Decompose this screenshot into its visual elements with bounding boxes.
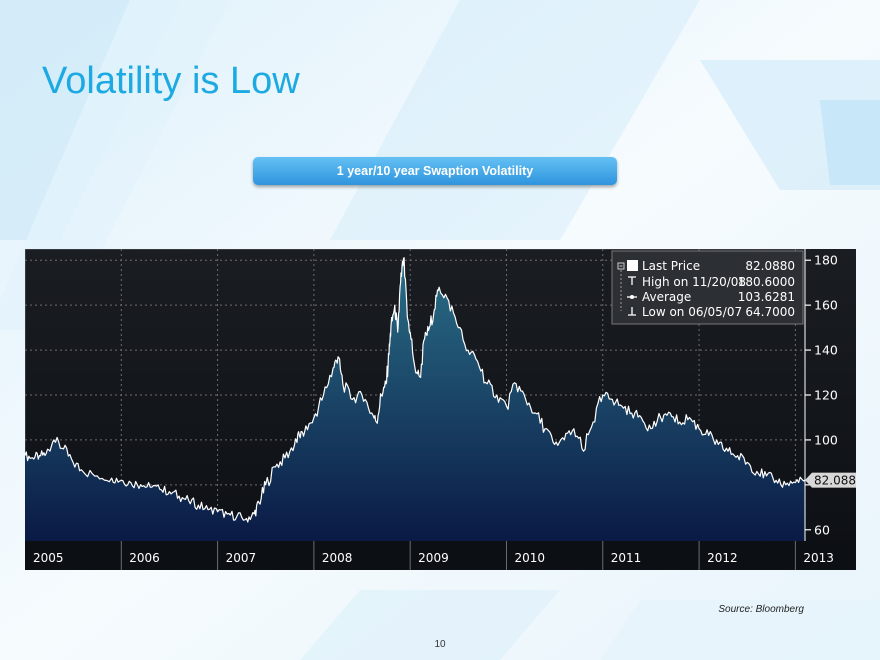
legend-label-last-price: Last Price: [642, 259, 700, 273]
x-tick-label: 2010: [514, 551, 545, 565]
legend-marker-high: [628, 276, 636, 285]
legend-marker-last-price: [627, 260, 638, 271]
y-tick-label: 160: [814, 298, 838, 313]
last-value-arrow: [805, 472, 812, 488]
legend-marker-low: [628, 307, 636, 316]
y-tick-label: 60: [814, 522, 830, 537]
legend-label-high: High on 11/20/08: [642, 275, 746, 289]
last-value-marker: 82.0880: [805, 472, 856, 488]
y-tick-label: 120: [814, 388, 838, 403]
x-tick-label: 2006: [129, 551, 160, 565]
x-axis-band: [25, 541, 856, 570]
y-tick-label: 140: [814, 343, 838, 358]
x-tick-label: 2013: [803, 551, 834, 565]
x-tick-label: 2005: [33, 551, 64, 565]
x-axis: 2005 2006 2007 2008 2009 2010 2011 2012 2013: [33, 541, 834, 570]
page-number: 10: [434, 639, 446, 650]
chart-title-banner: 1 year/10 year Swaption Volatility: [253, 157, 617, 185]
source-note: Source: Bloomberg: [718, 604, 804, 615]
chart-container: 60 100 120 140 160 180 2005 2006 2007 2008 2009 20…: [25, 249, 856, 570]
legend: Last Price 82.0880 High on 11/20/08 180.…: [611, 250, 804, 325]
legend-marker-average-dot: [630, 295, 634, 299]
x-tick-label: 2009: [418, 551, 449, 565]
x-tick-label: 2012: [707, 551, 738, 565]
x-tick-label: 2008: [322, 551, 353, 565]
legend-value-average: 103.6281: [738, 290, 795, 304]
legend-value-low: 64.7000: [745, 305, 795, 319]
slide-title: Volatility is Low: [42, 60, 300, 102]
y-axis: 60 100 120 140 160 180: [804, 249, 838, 541]
legend-value-last-price: 82.0880: [745, 259, 795, 273]
x-tick-label: 2007: [226, 551, 257, 565]
legend-box: [611, 250, 804, 325]
legend-collapse-icon[interactable]: [617, 262, 625, 270]
legend-label-low: Low on 06/05/07: [642, 305, 742, 319]
x-tick-label: 2011: [611, 551, 642, 565]
legend-label-average: Average: [642, 290, 691, 304]
series-area-fill: [25, 257, 805, 541]
last-value-box: [812, 472, 856, 488]
series-line-last-price: [25, 257, 806, 523]
last-value-label: 82.0880: [814, 474, 856, 488]
legend-value-high: 180.6000: [738, 275, 795, 289]
y-tick-label: 180: [814, 253, 838, 268]
y-tick-label: 100: [814, 432, 838, 447]
